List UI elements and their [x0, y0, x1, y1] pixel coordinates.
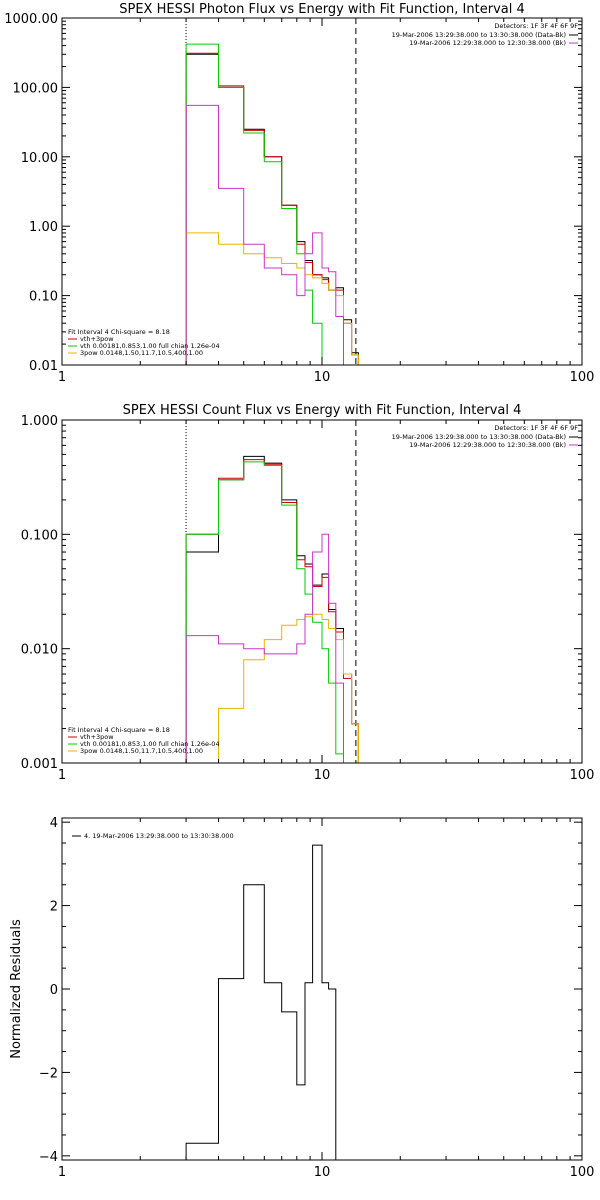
chart-title: SPEX HESSI Photon Flux vs Energy with Fi…	[119, 2, 525, 17]
fit-legend-header: Fit Interval 4 Chi-square = 8.18	[68, 328, 170, 336]
x-tick-label: 1	[58, 370, 66, 385]
series-line-1	[185, 53, 359, 365]
series-line-2	[185, 52, 359, 365]
fit-legend-entry: vth+3pow	[80, 733, 114, 741]
series-line-3	[185, 43, 329, 365]
x-tick-label: 100	[570, 1165, 595, 1180]
series-line-4	[186, 613, 359, 763]
fit-legend-entry: 3pow 0.0148,1.50,11.7,10.5,400,1.00	[80, 747, 203, 755]
series-line-5	[185, 104, 352, 365]
y-tick-label: 0.001	[21, 757, 58, 772]
y-tick-label: 0.10	[29, 290, 58, 305]
series-line-1	[185, 455, 359, 763]
x-tick-label: 100	[570, 370, 595, 385]
x-tick-label: 10	[314, 1165, 331, 1180]
chart-panel-3: 1 10 100 −4 −2 0 2 4 Normalized Residuals 4. 19-M…	[9, 816, 594, 1180]
y-tick-label: −2	[39, 1066, 58, 1081]
chart-title: SPEX HESSI Count Flux vs Energy with Fit…	[123, 403, 522, 418]
legend-entry: 19-Mar-2006 13:29:38.000 to 13:30:38.000…	[392, 433, 566, 441]
x-tick-label: 10	[314, 768, 331, 783]
y-tick-label: 0.100	[21, 528, 58, 543]
plot-frame	[61, 17, 583, 366]
y-tick-label: 0.01	[29, 359, 58, 374]
chart-panel-2: SPEX HESSI Count Flux vs Energy with Fit…	[21, 403, 595, 783]
series-line-1	[185, 844, 337, 1160]
residual-legend-entry: 4. 19-Mar-2006 13:29:38.000 to 13:30:38.…	[84, 832, 234, 840]
series-line-5	[185, 533, 352, 763]
legend-entry: 19-Mar-2006 12:29:38.000 to 12:30:38.000…	[409, 441, 566, 449]
x-tick-label: 100	[570, 768, 595, 783]
legend-detectors: Detectors: 1F 3F 4F 6F 9F	[494, 424, 578, 432]
series-line-3	[185, 461, 352, 763]
plot-frame	[61, 419, 583, 764]
fit-legend-entry: 3pow 0.0148,1.50,11.7,10.5,400,1.00	[80, 349, 203, 357]
series-line-2	[185, 459, 359, 763]
fit-legend-header: Fit Interval 4 Chi-square = 8.18	[68, 726, 170, 734]
fit-legend-entry: vth 0.00181,0.853,1.00 full chian 1.26e-…	[80, 342, 220, 350]
x-tick-label: 1	[58, 768, 66, 783]
y-tick-label: 0.010	[21, 643, 58, 658]
chart-panel-1: SPEX HESSI Photon Flux vs Energy with Fi…	[4, 2, 594, 385]
legend-detectors: Detectors: 1F 3F 4F 6F 9F	[494, 22, 578, 30]
legend-entry: 19-Mar-2006 13:29:38.000 to 13:30:38.000…	[392, 31, 566, 39]
legend-entry: 19-Mar-2006 12:29:38.000 to 12:30:38.000…	[409, 39, 566, 47]
y-tick-label: −4	[39, 1150, 58, 1165]
series-line-4	[185, 232, 359, 365]
y-tick-label: 100.00	[13, 81, 59, 96]
y-tick-label: 1000.00	[4, 12, 58, 27]
y-axis-label: Normalized Residuals	[9, 919, 24, 1059]
fit-legend-entry: vth+3pow	[80, 335, 114, 343]
y-tick-label: 1.000	[21, 414, 58, 429]
x-tick-label: 1	[58, 1165, 66, 1180]
fit-legend-entry: vth 0.00181,0.853,1.00 full chian 1.26e-…	[80, 740, 220, 748]
y-tick-label: 4	[50, 816, 58, 831]
y-tick-label: 10.00	[21, 151, 58, 166]
y-tick-label: 2	[50, 900, 58, 915]
x-tick-label: 10	[314, 370, 331, 385]
y-tick-label: 1.00	[29, 220, 58, 235]
y-tick-label: 0	[50, 983, 58, 998]
